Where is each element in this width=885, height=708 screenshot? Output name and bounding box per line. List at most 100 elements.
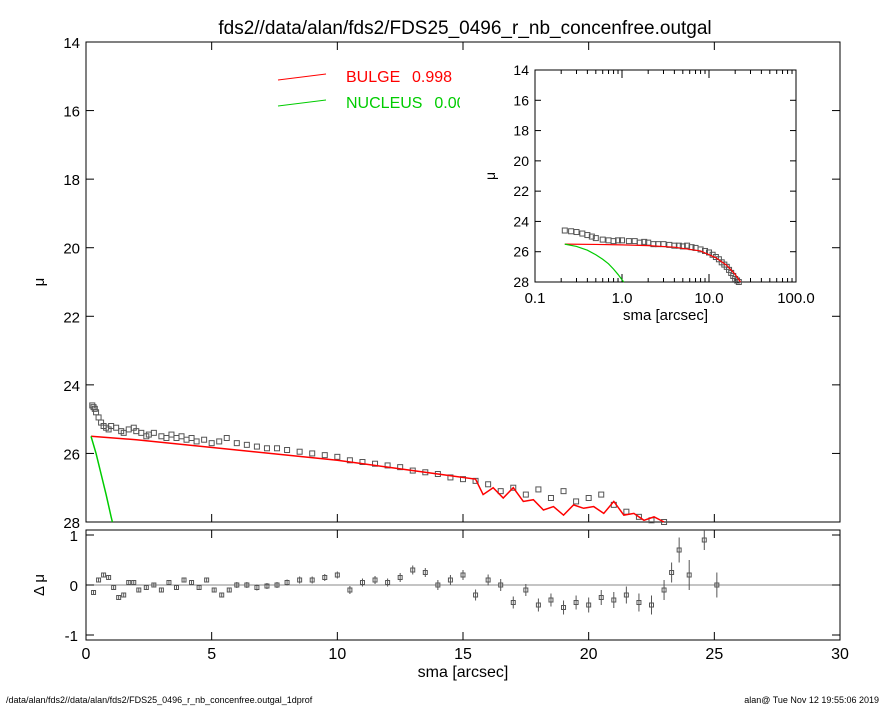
residual-data-point <box>460 572 466 578</box>
main-data-point <box>661 519 668 525</box>
inset-y-tick-label: 20 <box>513 153 529 169</box>
inset-data-point <box>641 238 648 245</box>
x-axis-label: sma [arcsec] <box>418 664 509 681</box>
main-data-point <box>309 450 316 457</box>
residual-data-point <box>649 602 654 608</box>
main-data-point <box>216 438 223 445</box>
main-data-point <box>173 435 180 441</box>
main-data-point <box>585 495 592 501</box>
footer-timestamp: alan@ Tue Nov 12 19:55:06 2019 <box>744 695 879 705</box>
residual-x-tick-label: 10 <box>328 646 346 663</box>
inset-data-point <box>573 229 580 236</box>
main-data-point <box>334 453 341 460</box>
inset-y-tick-label: 28 <box>513 274 529 290</box>
residual-data-point <box>334 572 340 578</box>
residual-data-point <box>204 577 210 583</box>
inset-y-tick-label: 26 <box>513 244 529 260</box>
inset-data-point <box>697 246 704 253</box>
main-data-point <box>208 440 215 447</box>
residual-data-point <box>347 587 353 593</box>
inset-data-point <box>561 227 568 234</box>
main-data-point <box>598 491 605 498</box>
main-data-point <box>346 457 353 464</box>
main-data-point <box>168 431 175 438</box>
main-data-point <box>150 429 157 436</box>
inset-nucleus-line <box>564 243 625 283</box>
inset-y-tick-label: 16 <box>513 92 529 108</box>
residual-x-tick-label: 5 <box>207 646 216 663</box>
residual-y-tick-label: 0 <box>70 578 78 595</box>
main-data-point <box>178 433 185 440</box>
residual-data-point <box>181 577 187 583</box>
main-data-point <box>138 429 145 436</box>
residual-data-point <box>297 577 303 583</box>
main-data-point <box>485 481 492 488</box>
main-data-point <box>193 438 200 445</box>
residual-data-point <box>636 600 642 605</box>
inset-y-tick-label: 18 <box>513 123 529 139</box>
inset-data-point <box>588 233 595 240</box>
main-data-point <box>472 477 479 484</box>
main-data-point <box>359 459 366 465</box>
residual-data-point <box>111 585 117 590</box>
main-data-point <box>263 445 270 452</box>
residual-data-point <box>96 577 102 583</box>
main-y-tick-label: 26 <box>63 446 80 463</box>
main-y-axis-label: μ <box>31 278 48 287</box>
residual-data-point <box>473 592 479 598</box>
residual-data-point <box>372 577 378 583</box>
main-data-point <box>201 436 208 443</box>
residual-data-point <box>254 585 260 590</box>
inset-y-tick-label: 22 <box>513 183 529 199</box>
residual-data-point <box>116 595 122 600</box>
residual-data-point <box>676 547 682 553</box>
legend-label-nucleus: NUCLEUS <box>346 95 422 112</box>
main-data-point <box>510 484 517 491</box>
main-data-point <box>163 435 170 441</box>
inset-data-point <box>610 238 617 245</box>
main-data-point <box>535 486 542 493</box>
residual-data-point <box>91 590 97 595</box>
main-data-point <box>183 436 190 443</box>
residual-data-point <box>410 567 416 573</box>
main-data-point <box>384 462 391 469</box>
main-data-point <box>635 513 642 520</box>
inset-y-tick-label: 14 <box>513 62 529 78</box>
main-y-tick-label: 20 <box>63 241 80 258</box>
residual-x-tick-label: 20 <box>580 646 598 663</box>
inset-x-tick-label: 1.0 <box>612 290 633 307</box>
main-data-point <box>188 435 195 441</box>
main-data-point <box>93 409 100 416</box>
residual-data-point <box>173 585 179 590</box>
legend-line-bulge <box>277 73 327 81</box>
main-data-point <box>296 448 303 455</box>
residual-data-point <box>598 595 604 600</box>
residual-data-point <box>397 575 403 580</box>
main-data-point <box>91 405 98 412</box>
main-y-tick-label: 24 <box>63 378 80 395</box>
inset-data-point <box>615 237 622 244</box>
main-data-point <box>522 491 529 498</box>
inset-data-point <box>584 232 591 239</box>
main-nucleus-line <box>90 436 114 523</box>
main-data-point <box>284 447 291 453</box>
residual-y-tick-label: 1 <box>70 528 78 545</box>
inset-panel: 14 16 18 20 22 24 26 280.1 1.0 10.0 100.0 sma [arcs… <box>460 62 816 334</box>
residual-data-point <box>548 597 554 603</box>
residual-data-point <box>523 587 529 593</box>
inset-background <box>460 62 816 334</box>
inset-data-point <box>592 235 599 242</box>
main-data-point <box>95 414 102 421</box>
main-data-point <box>560 488 567 495</box>
residual-data-point <box>284 580 290 585</box>
residual-data-point <box>686 572 692 578</box>
main-data-point <box>447 474 454 481</box>
residual-data-point <box>166 580 172 585</box>
residual-data-point <box>714 582 720 588</box>
main-data-point <box>253 443 260 450</box>
main-data-point <box>233 440 240 447</box>
residual-x-tick-label: 0 <box>82 646 91 663</box>
residual-data-point <box>151 582 157 588</box>
residual-data-point <box>158 587 164 593</box>
